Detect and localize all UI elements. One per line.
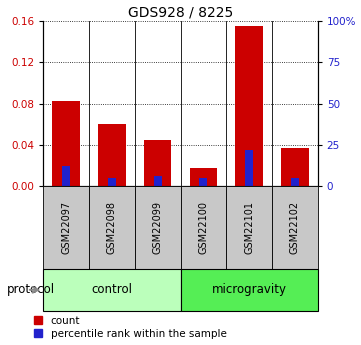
Bar — [98, 124, 126, 186]
Text: GSM22099: GSM22099 — [153, 201, 163, 254]
Bar — [190, 168, 217, 186]
Bar — [144, 140, 171, 186]
Text: GSM22098: GSM22098 — [107, 201, 117, 254]
Bar — [180, 269, 318, 310]
Title: GDS928 / 8225: GDS928 / 8225 — [128, 6, 233, 20]
Bar — [281, 148, 309, 186]
Bar — [180, 186, 226, 269]
Text: GSM22101: GSM22101 — [244, 201, 254, 254]
Bar — [52, 101, 80, 186]
Bar — [199, 178, 208, 186]
Text: protocol: protocol — [7, 283, 55, 296]
Bar — [272, 186, 318, 269]
Bar — [108, 178, 116, 186]
Text: GSM22097: GSM22097 — [61, 201, 71, 254]
Bar — [43, 186, 89, 269]
Bar — [153, 176, 162, 186]
Bar — [226, 186, 272, 269]
Text: control: control — [91, 283, 132, 296]
Bar — [245, 150, 253, 186]
Legend: count, percentile rank within the sample: count, percentile rank within the sample — [34, 316, 227, 339]
Bar — [62, 166, 70, 186]
Bar — [135, 186, 180, 269]
Bar — [235, 26, 263, 186]
Bar — [89, 186, 135, 269]
Bar — [291, 178, 299, 186]
Text: GSM22102: GSM22102 — [290, 201, 300, 254]
Text: GSM22100: GSM22100 — [198, 201, 208, 254]
Bar — [43, 269, 180, 310]
Text: microgravity: microgravity — [212, 283, 287, 296]
